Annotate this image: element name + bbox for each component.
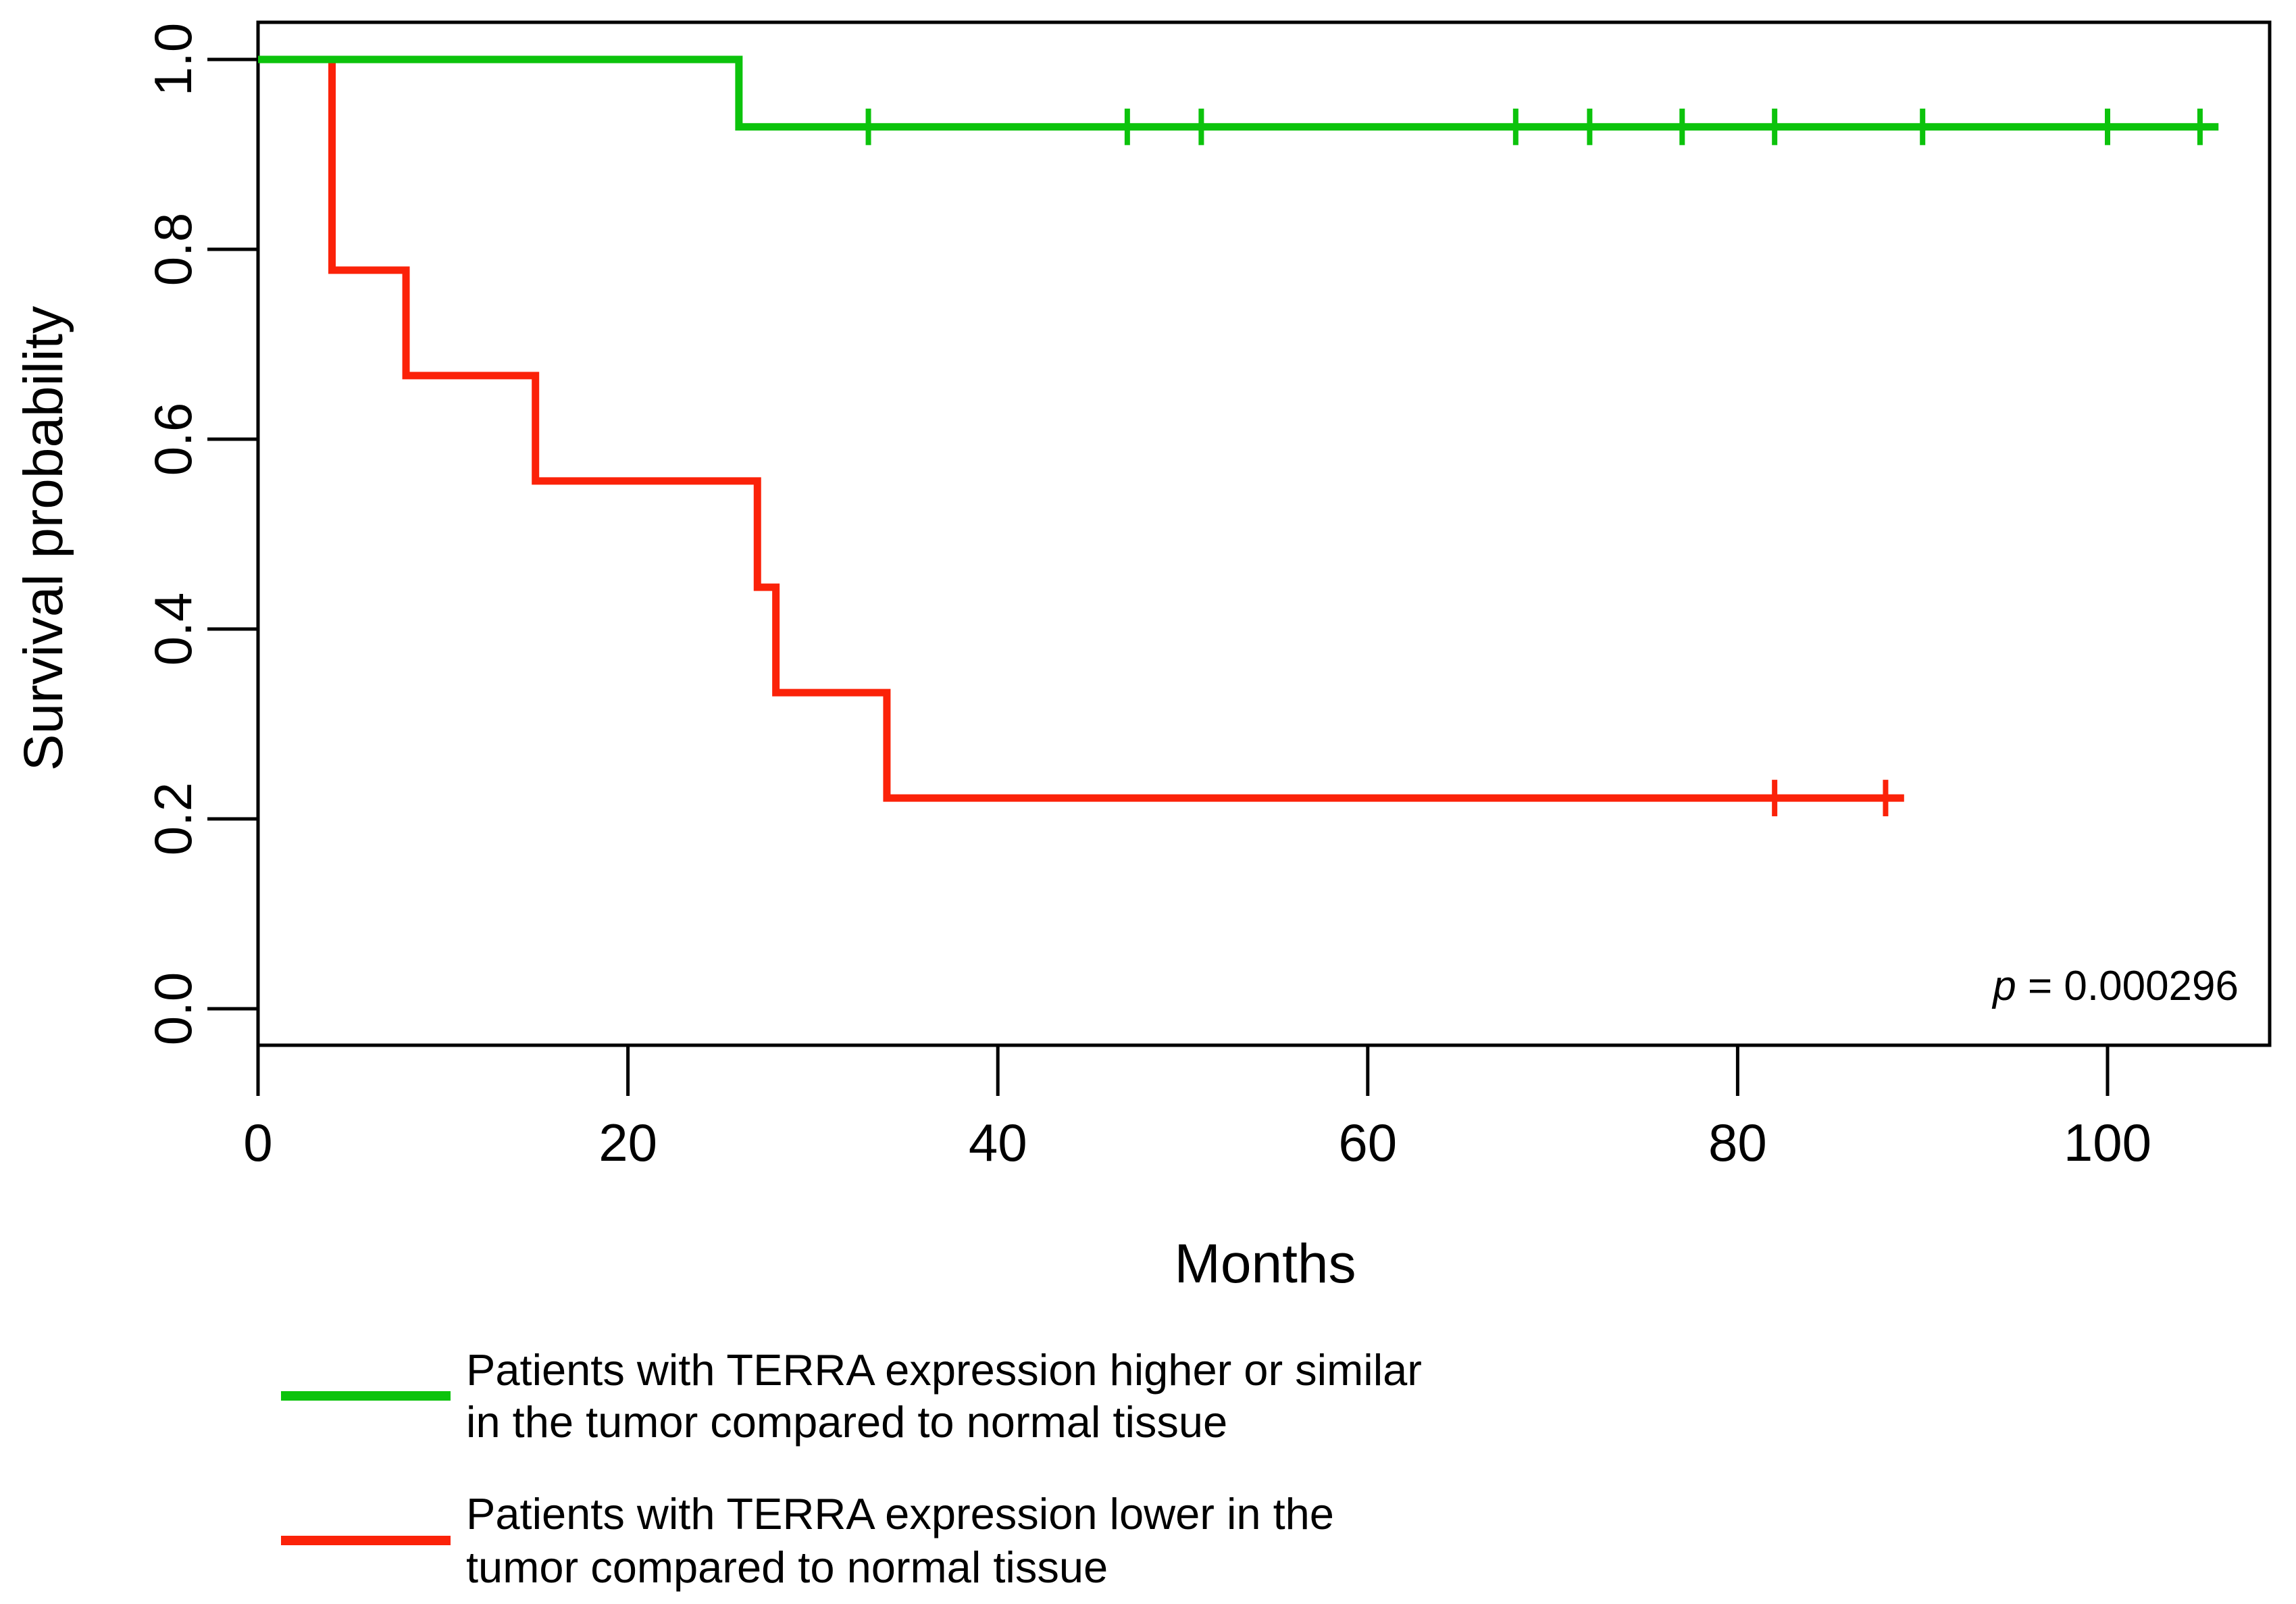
legend-label-higher-line1: Patients with TERRA expression higher or… — [466, 1345, 1422, 1395]
legend-label-lower-line1: Patients with TERRA expression lower in … — [466, 1489, 1334, 1538]
p-value-label: p = 0.000296 — [1991, 963, 2239, 1009]
legend-label-lower-line2: tumor compared to normal tissue — [466, 1543, 1108, 1592]
x-tick-label: 0 — [243, 1113, 272, 1172]
x-axis-title: Months — [1175, 1233, 1356, 1295]
y-tick-label: 1.0 — [143, 23, 203, 96]
plot-border-box — [256, 20, 2272, 1047]
legend: Patients with TERRA expression higher or… — [281, 1345, 1422, 1592]
x-axis-ticks: 0 20 40 60 80 100 — [243, 1045, 2151, 1172]
p-symbol: p — [1991, 963, 2016, 1009]
y-tick-label: 0.0 — [143, 972, 203, 1045]
x-tick-label: 100 — [2064, 1113, 2151, 1172]
y-axis-title: Survival probability — [13, 306, 74, 771]
survival-curve — [258, 55, 2219, 131]
y-tick-label: 0.6 — [143, 403, 203, 476]
x-tick-label: 80 — [1708, 1113, 1767, 1172]
survival-curve — [258, 55, 1904, 802]
y-tick-label: 0.4 — [143, 593, 203, 666]
legend-label-higher-line2: in the tumor compared to normal tissue — [466, 1397, 1227, 1447]
y-tick-label: 0.8 — [143, 213, 203, 286]
p-value-text: = 0.000296 — [2016, 963, 2239, 1009]
y-axis-ticks: 0.0 0.2 0.4 0.6 0.8 1.0 — [143, 23, 258, 1045]
y-tick-label: 0.2 — [143, 782, 203, 855]
x-tick-label: 20 — [598, 1113, 657, 1172]
x-tick-label: 60 — [1338, 1113, 1397, 1172]
x-tick-label: 40 — [969, 1113, 1027, 1172]
survival-curves — [258, 55, 2219, 817]
